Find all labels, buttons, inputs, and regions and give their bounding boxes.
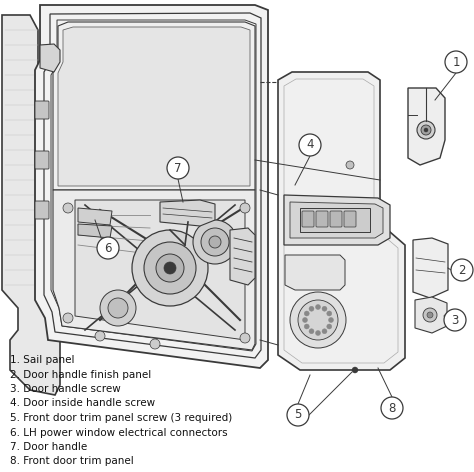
FancyBboxPatch shape [302,211,314,227]
Circle shape [240,203,250,213]
FancyBboxPatch shape [35,151,49,169]
Text: 7. Door handle: 7. Door handle [10,442,87,452]
Polygon shape [40,44,60,72]
Polygon shape [278,72,405,370]
Polygon shape [78,208,112,225]
Circle shape [309,329,314,334]
Circle shape [381,397,403,419]
Polygon shape [408,88,445,165]
Circle shape [304,311,309,316]
Circle shape [346,161,354,169]
Text: 6: 6 [104,242,112,254]
Polygon shape [35,5,268,368]
Circle shape [201,228,229,256]
Text: 3. Door handle screw: 3. Door handle screw [10,384,121,394]
Text: 2: 2 [458,263,466,277]
Polygon shape [290,202,383,238]
FancyBboxPatch shape [330,211,342,227]
Circle shape [444,309,466,331]
Circle shape [423,308,437,322]
Circle shape [445,51,467,73]
Polygon shape [78,224,112,238]
Circle shape [451,259,473,281]
Polygon shape [160,200,215,226]
Text: 5. Front door trim panel screw (3 required): 5. Front door trim panel screw (3 requir… [10,413,232,423]
Circle shape [327,311,332,316]
Polygon shape [58,27,250,186]
Circle shape [63,203,73,213]
Polygon shape [285,255,345,290]
Text: 7: 7 [174,161,182,175]
Circle shape [167,157,189,179]
Text: 3: 3 [451,313,459,327]
Text: 2. Door handle finish panel: 2. Door handle finish panel [10,370,151,379]
Circle shape [417,121,435,139]
Circle shape [150,339,160,349]
Circle shape [322,329,327,334]
Circle shape [108,298,128,318]
Polygon shape [53,22,255,190]
Polygon shape [2,15,60,395]
Text: 4: 4 [306,138,314,152]
Text: 5: 5 [294,408,301,421]
Circle shape [132,230,208,306]
Circle shape [328,318,334,322]
Circle shape [421,125,431,135]
Circle shape [424,128,428,132]
Circle shape [352,367,358,373]
Circle shape [97,237,119,259]
Circle shape [299,134,321,156]
FancyBboxPatch shape [344,211,356,227]
Text: 8. Front door trim panel: 8. Front door trim panel [10,456,134,466]
Circle shape [156,254,184,282]
Text: 8: 8 [388,402,396,414]
Circle shape [100,290,136,326]
Circle shape [144,242,196,294]
Circle shape [309,306,314,311]
Circle shape [427,312,433,318]
Circle shape [95,331,105,341]
Circle shape [316,330,320,336]
FancyBboxPatch shape [316,211,328,227]
Circle shape [290,292,346,348]
Circle shape [193,220,237,264]
FancyBboxPatch shape [35,201,49,219]
Polygon shape [230,228,255,285]
Polygon shape [415,297,447,333]
Circle shape [304,324,309,329]
Circle shape [322,306,327,311]
Circle shape [316,304,320,310]
Circle shape [302,318,308,322]
FancyBboxPatch shape [35,101,49,119]
Circle shape [63,313,73,323]
Circle shape [327,324,332,329]
Text: 1. Sail panel: 1. Sail panel [10,355,74,365]
Polygon shape [300,208,370,232]
Polygon shape [284,195,390,245]
Circle shape [164,262,176,274]
Text: 4. Door inside handle screw: 4. Door inside handle screw [10,398,155,408]
Circle shape [298,300,338,340]
Polygon shape [75,200,245,340]
Circle shape [287,404,309,426]
Text: 1: 1 [452,56,460,68]
Circle shape [240,333,250,343]
Polygon shape [413,238,448,298]
Polygon shape [53,190,255,350]
Text: 6. LH power window electrical connectors: 6. LH power window electrical connectors [10,428,228,438]
Circle shape [209,236,221,248]
